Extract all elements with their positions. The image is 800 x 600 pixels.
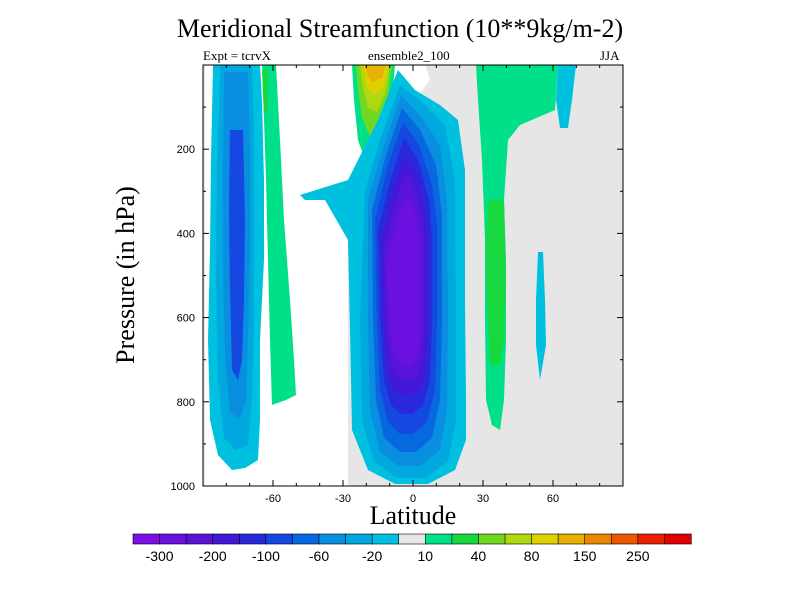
- colorbar-swatch: [424, 533, 453, 545]
- experiment-label: Expt = tcrvX: [203, 48, 271, 63]
- colorbar-swatch: [185, 533, 214, 545]
- colorbar-swatch: [478, 533, 506, 545]
- colorbar-swatch: [610, 533, 639, 545]
- colorbar-swatch: [504, 533, 533, 545]
- ensemble-label: ensemble2_100: [368, 48, 450, 63]
- contour-ferrel-blue: [229, 130, 245, 380]
- contour-upper-orange: [365, 65, 386, 82]
- colorbar-label: 250: [626, 548, 650, 564]
- colorbar-swatch: [212, 533, 240, 545]
- colorbar-swatch: [345, 533, 373, 545]
- colorbar-swatch: [318, 533, 347, 545]
- y-tick-label: 600: [177, 313, 195, 325]
- colorbar-swatch: [398, 533, 426, 545]
- y-tick-label: 200: [177, 144, 195, 156]
- colorbar-swatch: [371, 533, 400, 545]
- y-axis: 200 400 600 800 1000: [171, 106, 623, 493]
- colorbar-swatch: [664, 533, 692, 545]
- colorbar: -300 -200 -100 -60 -20 10 40 80 150 250: [132, 533, 692, 564]
- contour-sh-midlat-green: [262, 65, 296, 405]
- colorbar-swatch: [159, 533, 187, 545]
- colorbar-swatch: [451, 533, 480, 545]
- colorbar-swatch: [637, 533, 666, 545]
- contour-sh-midlat-lime: [262, 70, 268, 115]
- y-tick-label: 1000: [171, 481, 195, 493]
- x-tick-label: 30: [477, 493, 489, 505]
- colorbar-label: 150: [573, 548, 597, 564]
- season-label: JJA: [600, 48, 620, 63]
- colorbar-label: 40: [471, 548, 487, 564]
- x-tick-label: 0: [410, 493, 416, 505]
- x-tick-label: 60: [547, 493, 559, 505]
- colorbar-swatch: [531, 533, 559, 545]
- colorbar-label: 10: [417, 548, 433, 564]
- colorbar-label: -60: [309, 548, 329, 564]
- contour-hadley-violet: [387, 195, 421, 365]
- colorbar-label: -300: [146, 548, 174, 564]
- y-tick-label: 800: [177, 397, 195, 409]
- chart-title: Meridional Streamfunction (10**9kg/m-2): [176, 14, 624, 43]
- contour-nh-cyan-strip: [556, 65, 576, 128]
- colorbar-label: -20: [362, 548, 382, 564]
- contour-nh-lime: [486, 200, 506, 365]
- colorbar-swatch: [238, 533, 267, 545]
- contour-field: [205, 65, 576, 486]
- colorbar-swatch: [557, 533, 586, 545]
- x-axis-title: Latitude: [369, 501, 457, 530]
- x-tick-label: -30: [335, 493, 351, 505]
- colorbar-swatch: [292, 533, 320, 545]
- colorbar-label: -100: [252, 548, 280, 564]
- colorbar-label: -200: [199, 548, 227, 564]
- x-tick-label: -60: [265, 493, 281, 505]
- contour-nh-cyan-blob: [536, 252, 546, 380]
- colorbar-label: 80: [524, 548, 540, 564]
- y-tick-label: 400: [177, 228, 195, 240]
- colorbar-swatch: [265, 533, 294, 545]
- x-axis: -60 -30 0 30 60: [225, 65, 601, 505]
- colorbar-swatch: [132, 533, 161, 545]
- colorbar-swatch: [584, 533, 612, 545]
